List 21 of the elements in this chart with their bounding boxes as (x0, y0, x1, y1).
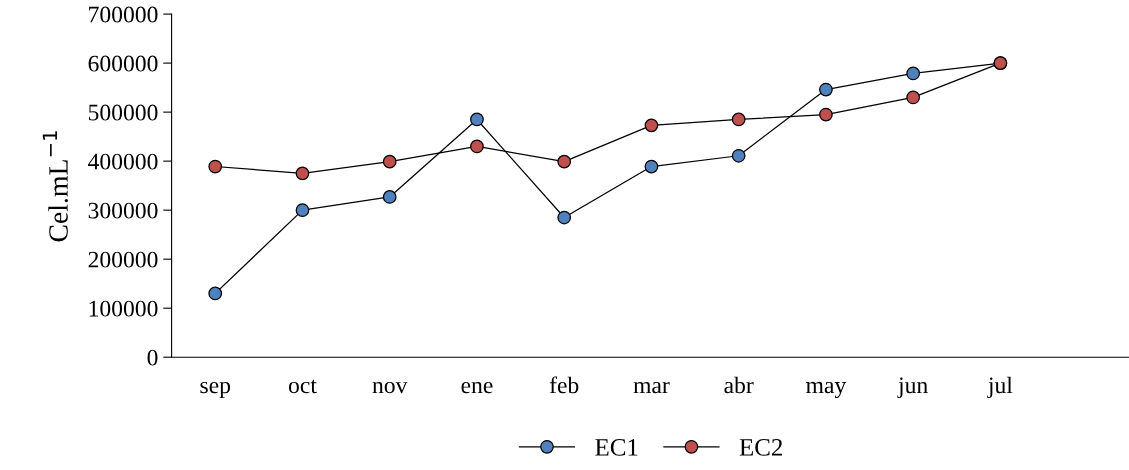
x-tick-label: oct (288, 379, 317, 394)
y-tick-label: 300000 (88, 202, 158, 219)
x-tick-label: abr (724, 376, 754, 394)
y-tick-label: 700000 (89, 6, 158, 23)
x-tick-label: may (806, 381, 847, 399)
legend-label: EC2 (739, 438, 782, 456)
x-tick-label: sep (200, 381, 231, 399)
y-tick-label: 200000 (88, 251, 158, 268)
y-axis-title: Cel.mL$^{−1}$ (42, 131, 68, 242)
x-tick-label: feb (549, 376, 579, 394)
y-tick-label: 500000 (88, 104, 158, 121)
x-tick-label: jul (987, 376, 1013, 399)
x-tick-label: ene (461, 381, 493, 394)
y-tick-label: 100000 (89, 300, 158, 317)
x-tick-label: nov (372, 381, 408, 394)
x-tick-label: jun (897, 377, 928, 399)
y-tick-label: 400000 (88, 153, 158, 170)
legend-label: EC1 (595, 438, 638, 456)
x-tick-label: mar (633, 381, 670, 394)
y-tick-label: 0 (147, 349, 158, 366)
y-tick-label: 600000 (88, 55, 158, 72)
